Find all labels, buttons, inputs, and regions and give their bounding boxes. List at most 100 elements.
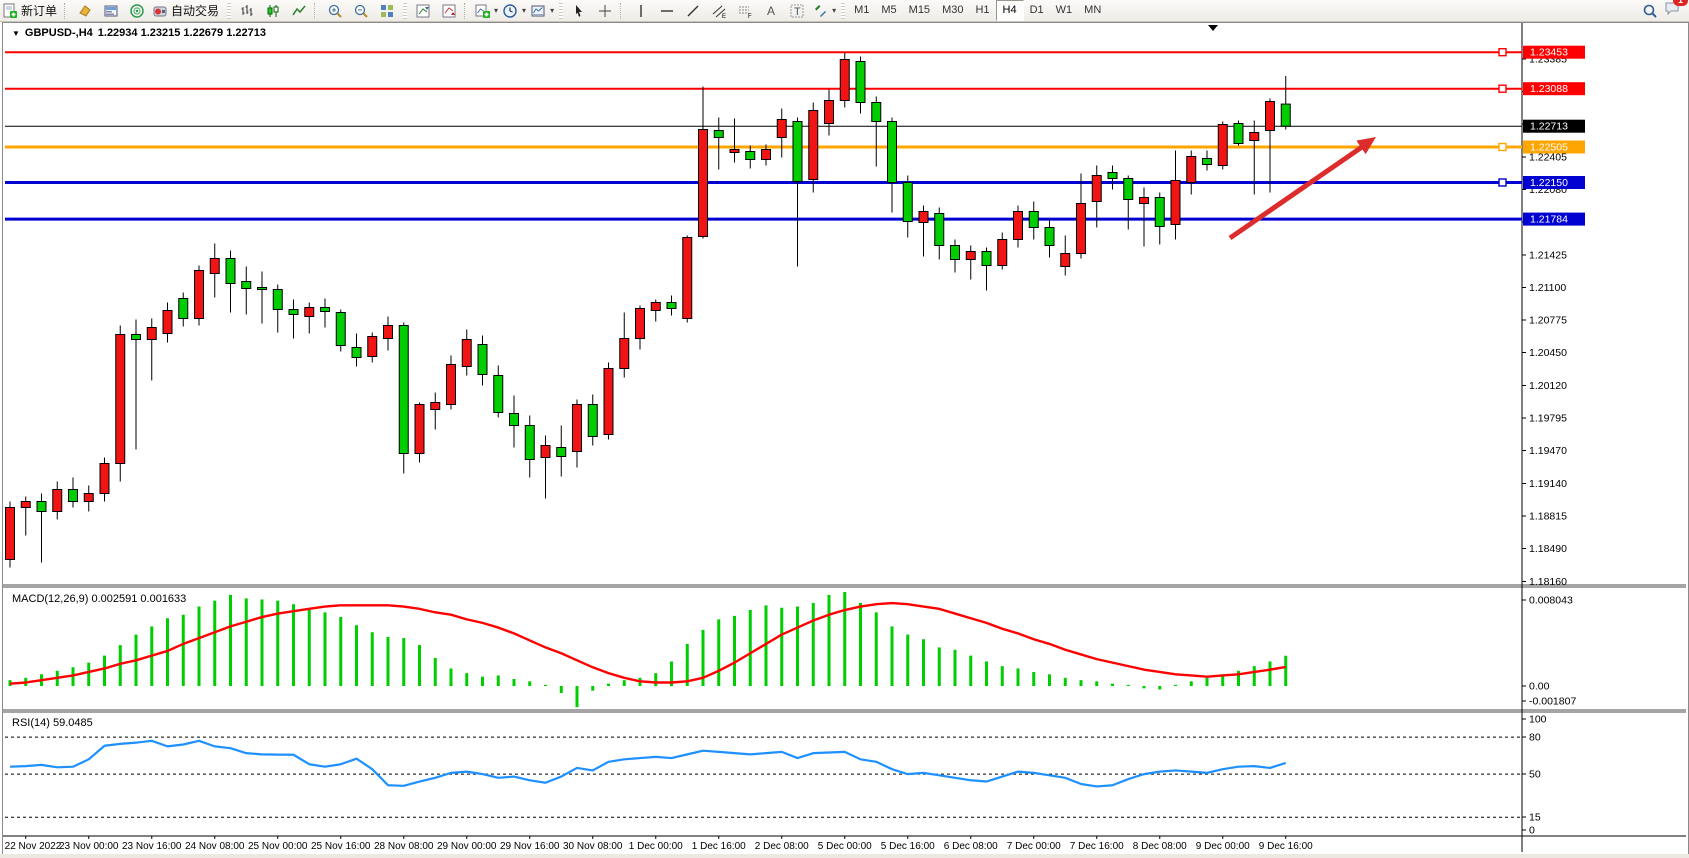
candle-body xyxy=(1139,197,1149,204)
notifications-button[interactable]: 1 xyxy=(1664,0,1688,21)
line-handle[interactable] xyxy=(1498,48,1507,57)
channel-tool-button[interactable]: E xyxy=(706,1,732,20)
autotrading-button[interactable]: 自动交易 xyxy=(150,1,224,20)
horizontal-lines[interactable] xyxy=(5,48,1522,221)
timeframe-h4[interactable]: H4 xyxy=(995,0,1024,21)
signals-button[interactable] xyxy=(124,1,150,20)
toolbar-grip[interactable] xyxy=(841,2,846,19)
candle-body xyxy=(1280,103,1291,127)
indicator-list-button[interactable] xyxy=(436,1,462,20)
candle-body xyxy=(36,501,47,512)
market-watch-button[interactable] xyxy=(98,1,124,20)
template-button[interactable]: ▾ xyxy=(528,1,556,20)
search-icon[interactable] xyxy=(1642,3,1658,19)
text-label-tool-button[interactable]: T xyxy=(784,1,810,20)
candle-body xyxy=(635,308,645,339)
line-handle[interactable] xyxy=(1498,178,1507,187)
candle-body xyxy=(225,258,236,284)
svg-text:1.19470: 1.19470 xyxy=(1529,445,1567,457)
svg-text:1 Dec 00:00: 1 Dec 00:00 xyxy=(629,841,683,852)
crosshair-icon xyxy=(599,4,612,17)
chart-shift-marker[interactable] xyxy=(1208,25,1218,31)
timeframe-w1[interactable]: W1 xyxy=(1055,4,1073,16)
svg-text:1 Dec 16:00: 1 Dec 16:00 xyxy=(692,841,746,852)
candle-body xyxy=(1154,197,1165,227)
timeframe-m15[interactable]: M15 xyxy=(908,4,931,16)
timeframe-h1[interactable]: H1 xyxy=(975,4,990,16)
new-order-button[interactable]: 新订单 xyxy=(0,1,62,20)
tile-windows-button[interactable] xyxy=(374,1,400,20)
line-handle[interactable] xyxy=(1498,142,1507,152)
svg-text:1.22713: 1.22713 xyxy=(1530,121,1568,133)
svg-text:1.18160: 1.18160 xyxy=(1529,576,1567,588)
trendline-tool-button[interactable] xyxy=(680,1,706,20)
svg-text:25 Nov 00:00: 25 Nov 00:00 xyxy=(248,841,308,852)
candle-body xyxy=(556,447,567,457)
svg-text:1.18815: 1.18815 xyxy=(1529,511,1567,523)
text-tool-button[interactable]: A xyxy=(758,1,784,20)
candle-body xyxy=(509,413,519,426)
vline-tool-button[interactable] xyxy=(628,1,654,20)
svg-text:1.20120: 1.20120 xyxy=(1529,380,1567,392)
timeframe-d1[interactable]: D1 xyxy=(1029,4,1044,16)
timeframe-m30[interactable]: M30 xyxy=(942,4,964,16)
period-button[interactable]: ▾ xyxy=(500,1,528,20)
trend-arrow[interactable] xyxy=(1228,137,1376,241)
toolbar-separator xyxy=(64,2,70,19)
crosshair-tool-button[interactable] xyxy=(592,1,618,20)
symbol-period-label: GBPUSD-,H4 xyxy=(24,27,93,39)
price-line-label: 1.21784 xyxy=(1523,212,1585,226)
toolbar-grip[interactable] xyxy=(227,2,232,19)
timeframe-mn[interactable]: MN xyxy=(1084,4,1102,16)
vertical-line-icon xyxy=(640,4,642,17)
svg-text:23 Nov 16:00: 23 Nov 16:00 xyxy=(122,841,182,852)
line-chart-button[interactable] xyxy=(286,1,312,20)
toolbar-grip[interactable] xyxy=(403,2,408,19)
rsi-panel xyxy=(5,736,1522,818)
svg-text:1.20775: 1.20775 xyxy=(1529,315,1567,327)
cursor-tool-button[interactable] xyxy=(566,1,592,20)
candle-body xyxy=(650,302,661,311)
svg-text:0.008043: 0.008043 xyxy=(1529,595,1573,607)
candle-body xyxy=(1028,211,1039,228)
profiles-icon xyxy=(79,4,91,17)
candle-body xyxy=(383,325,393,339)
timeframe-m1[interactable]: M1 xyxy=(854,4,870,16)
svg-text:1.19140: 1.19140 xyxy=(1529,478,1567,490)
indicator-window-button[interactable] xyxy=(410,1,436,20)
macd-panel xyxy=(8,592,1288,708)
indicator-list-icon xyxy=(442,4,456,17)
indicator-window-icon xyxy=(416,4,430,17)
svg-text:T: T xyxy=(794,6,801,18)
timeframe-m5[interactable]: M5 xyxy=(881,4,897,16)
profiles-button[interactable] xyxy=(72,1,98,20)
candle-body xyxy=(666,302,677,309)
line-chart-icon xyxy=(292,5,306,15)
candle-body xyxy=(997,239,1008,266)
new-order-label: 新订单 xyxy=(21,4,58,18)
zoom-in-button[interactable] xyxy=(322,1,348,20)
svg-text:24 Nov 08:00: 24 Nov 08:00 xyxy=(185,841,245,852)
candle-body xyxy=(603,368,614,435)
toolbar-grip[interactable] xyxy=(559,2,564,19)
price-line-label: 1.22505 xyxy=(1523,140,1585,154)
zoom-out-button[interactable] xyxy=(348,1,374,20)
candle-body xyxy=(335,312,346,346)
hline-tool-button[interactable] xyxy=(654,1,680,20)
candle-body xyxy=(918,211,929,223)
arrow-shapes-icon xyxy=(815,4,827,17)
candle-body xyxy=(461,339,472,367)
candle-body xyxy=(761,149,771,160)
chart-dropdown-icon[interactable]: ▼ xyxy=(12,28,20,38)
arrows-tool-button[interactable]: ▾ xyxy=(810,1,838,20)
line-handle[interactable] xyxy=(1498,84,1507,93)
candle-body xyxy=(808,110,819,180)
template-icon xyxy=(531,5,545,16)
text-label-icon: T xyxy=(790,4,804,18)
bar-chart-button[interactable] xyxy=(234,1,260,20)
add-indicator-button[interactable]: ▾ xyxy=(472,1,500,20)
fibonacci-tool-button[interactable]: F xyxy=(732,1,758,20)
svg-text:0: 0 xyxy=(1529,825,1535,837)
candlestick-chart-button[interactable] xyxy=(260,1,286,20)
